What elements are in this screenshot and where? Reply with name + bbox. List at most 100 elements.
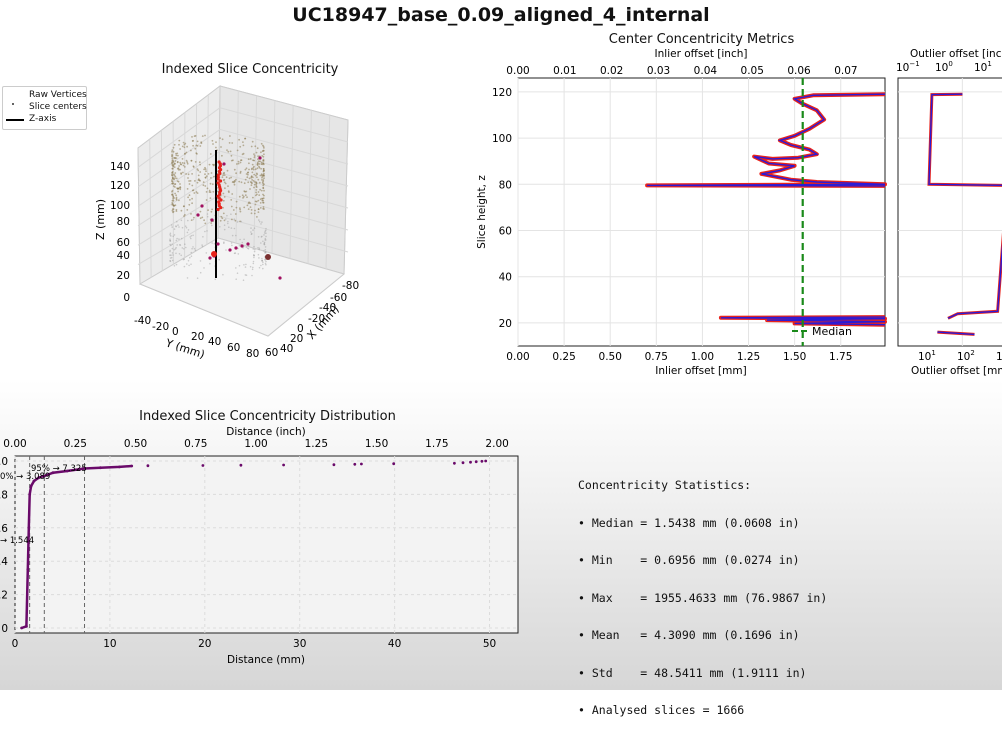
- raw-vertex: [191, 136, 193, 138]
- raw-vertex: [260, 265, 262, 267]
- raw-vertex: [254, 213, 256, 215]
- top-tick-label: 0.00: [3, 438, 26, 450]
- raw-vertex: [250, 206, 252, 208]
- raw-vertex: [191, 173, 193, 175]
- raw-vertex: [193, 219, 195, 221]
- raw-vertex: [194, 148, 196, 150]
- raw-vertex: [177, 180, 179, 182]
- outlier-top-ticks: 10−1 100 101: [896, 60, 992, 74]
- raw-vertex: [251, 146, 253, 148]
- raw-vertex: [182, 146, 184, 148]
- raw-vertex: [261, 173, 263, 175]
- cdf-point: [27, 526, 30, 529]
- raw-vertex: [212, 143, 214, 145]
- raw-vertex: [208, 173, 210, 175]
- top-tick-label: 0.05: [741, 65, 764, 77]
- raw-vertex: [251, 275, 253, 277]
- raw-vertex: [245, 266, 247, 268]
- raw-vertex: [258, 211, 260, 213]
- raw-vertex: [257, 155, 259, 157]
- raw-vertex: [191, 252, 193, 254]
- raw-vertex: [198, 179, 200, 181]
- raw-vertex: [177, 168, 179, 170]
- raw-vertex: [236, 207, 238, 209]
- slice-center: [265, 254, 271, 260]
- raw-vertex: [183, 248, 185, 250]
- raw-vertex: [263, 175, 265, 177]
- raw-vertex: [179, 183, 181, 185]
- cdf-point: [353, 463, 356, 466]
- raw-vertex: [239, 245, 241, 247]
- raw-vertex: [186, 146, 188, 148]
- raw-vertex: [178, 140, 180, 142]
- raw-vertex: [182, 162, 184, 164]
- raw-vertex: [214, 243, 216, 245]
- raw-vertex: [176, 210, 178, 212]
- raw-vertex: [180, 163, 182, 165]
- raw-vertex: [253, 257, 255, 259]
- y-tick-label: 80: [499, 179, 512, 191]
- raw-vertex: [207, 188, 209, 190]
- raw-vertex: [255, 192, 257, 194]
- raw-vertex: [223, 179, 225, 181]
- raw-vertex: [234, 180, 236, 182]
- raw-vertex: [264, 259, 266, 261]
- raw-vertex: [219, 226, 221, 228]
- y-tick-label: .4: [0, 556, 8, 568]
- raw-vertex: [172, 190, 174, 192]
- z-tick: 140: [110, 161, 130, 173]
- raw-vertex: [256, 176, 258, 178]
- raw-vertex: [240, 162, 242, 164]
- raw-vertex: [202, 236, 204, 238]
- raw-vertex: [176, 221, 178, 223]
- raw-vertex: [254, 145, 256, 147]
- slice-center: [278, 276, 281, 279]
- raw-vertex: [241, 221, 243, 223]
- raw-vertex: [265, 228, 267, 230]
- raw-vertex: [205, 170, 207, 172]
- cdf-point: [28, 493, 31, 496]
- raw-vertex: [247, 181, 249, 183]
- top-tick-label: 1.25: [305, 438, 328, 450]
- raw-vertex: [259, 267, 261, 269]
- raw-vertex: [172, 200, 174, 202]
- top-tick-label: 0.00: [506, 65, 529, 77]
- raw-vertex: [200, 272, 202, 274]
- raw-vertex: [191, 202, 193, 204]
- raw-vertex: [262, 241, 264, 243]
- raw-vertex: [248, 162, 250, 164]
- raw-vertex: [188, 229, 190, 231]
- raw-vertex: [195, 161, 197, 163]
- raw-vertex: [231, 219, 233, 221]
- raw-vertex: [252, 141, 254, 143]
- raw-vertex: [263, 177, 265, 179]
- raw-vertex: [204, 173, 206, 175]
- raw-vertex: [181, 238, 183, 240]
- outlier-bottom-label: Outlier offset [mm: [911, 365, 1002, 377]
- raw-vertex: [212, 140, 214, 142]
- raw-vertex: [227, 223, 229, 225]
- raw-vertex: [178, 165, 180, 167]
- raw-vertex: [180, 255, 182, 257]
- raw-vertex: [173, 147, 175, 149]
- raw-vertex: [188, 204, 190, 206]
- raw-vertex: [229, 142, 231, 144]
- raw-vertex: [257, 167, 259, 169]
- raw-vertex: [261, 162, 263, 164]
- raw-vertex: [223, 213, 225, 215]
- raw-vertex: [204, 223, 206, 225]
- raw-vertex: [179, 169, 181, 171]
- raw-vertex: [227, 170, 229, 172]
- raw-vertex: [187, 163, 189, 165]
- raw-vertex: [235, 213, 237, 215]
- raw-vertex: [196, 153, 198, 155]
- raw-vertex: [189, 194, 191, 196]
- raw-vertex: [260, 207, 262, 209]
- raw-vertex: [174, 172, 176, 174]
- raw-vertex: [225, 249, 227, 251]
- top-tick-label: 1.50: [365, 438, 388, 450]
- raw-vertex: [176, 264, 178, 266]
- cdf-point: [26, 568, 29, 571]
